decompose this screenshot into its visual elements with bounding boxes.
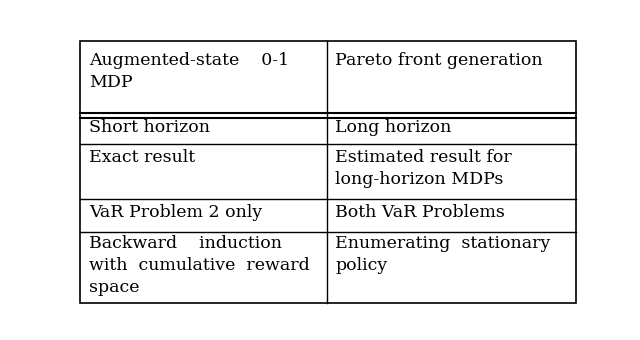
Text: Estimated result for
long-horizon MDPs: Estimated result for long-horizon MDPs <box>335 149 512 188</box>
Text: VaR Problem 2 only: VaR Problem 2 only <box>89 204 262 221</box>
Text: Both VaR Problems: Both VaR Problems <box>335 204 506 221</box>
Text: Augmented-state    0-1
MDP: Augmented-state 0-1 MDP <box>89 52 289 91</box>
Text: Backward    induction
with  cumulative  reward
space: Backward induction with cumulative rewar… <box>89 235 310 296</box>
Text: Exact result: Exact result <box>89 149 195 166</box>
Text: Enumerating  stationary
policy: Enumerating stationary policy <box>335 235 551 274</box>
Text: Pareto front generation: Pareto front generation <box>335 52 543 69</box>
Text: Short horizon: Short horizon <box>89 119 210 136</box>
Text: Long horizon: Long horizon <box>335 119 452 136</box>
